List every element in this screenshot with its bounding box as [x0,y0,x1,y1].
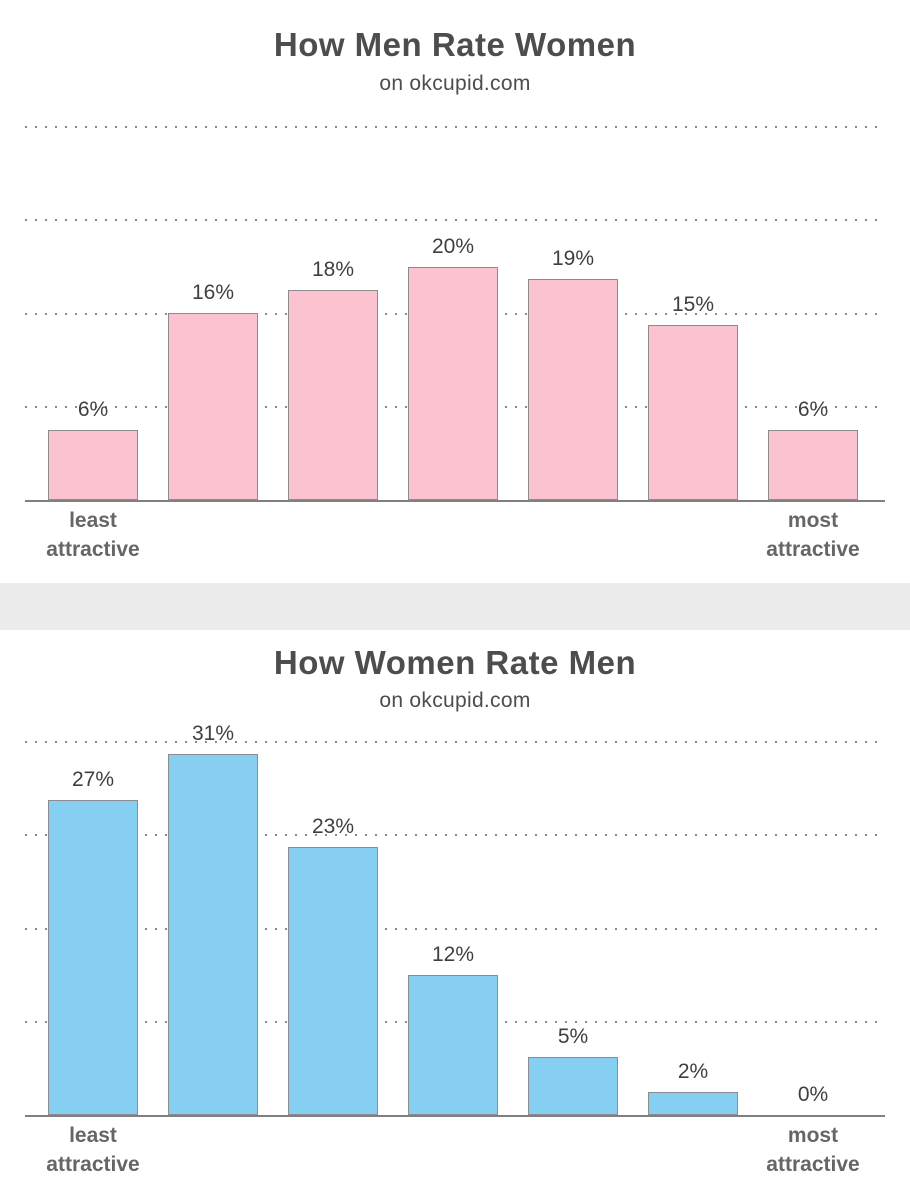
x-axis-label-right: most attractive [766,1124,860,1176]
bar-value-label: 12% [431,943,475,966]
bar-value-label: 0% [797,1083,829,1106]
bar [288,847,378,1115]
bar-value-label: 18% [311,258,355,281]
bar-value-label: 20% [431,235,475,258]
bar [48,430,138,500]
bar-value-label: 23% [311,815,355,838]
bar-value-label: 19% [551,247,595,270]
bar [528,279,618,500]
bar [408,267,498,500]
chart2-subtitle: on okcupid.com [379,689,531,712]
bar-value-label: 6% [797,398,829,421]
gridline [25,741,885,743]
chart1-subtitle: on okcupid.com [379,72,531,95]
chart2-plot-area: 27% 31% 23% 12% 5% 2% 0% least attractive most a… [25,722,885,1176]
bar [168,313,258,500]
bar [408,975,498,1115]
chart1-title: How Men Rate Women [273,26,637,63]
bar [768,430,858,500]
bar-value-label: 15% [671,293,715,316]
bar [168,754,258,1115]
bar-value-label: 27% [71,768,115,791]
bar [288,290,378,500]
gridline [25,219,885,222]
bar-value-label: 5% [557,1025,589,1048]
bar-value-label: 2% [677,1060,709,1083]
bar [528,1057,618,1115]
chart1-plot-area: 6% 16% 18% 20% 19% 15% 6% least attractive most … [25,126,885,561]
bar [648,325,738,500]
bar [48,800,138,1115]
bar-value-label: 16% [191,281,235,304]
section-divider [0,583,910,630]
x-axis-label-left: least attractive [46,1124,140,1176]
bar-value-label: 6% [77,398,109,421]
gridline [25,126,885,128]
x-axis-line [25,1115,885,1117]
x-axis-line [25,500,885,502]
x-axis-label-right: most attractive [766,509,860,561]
bar [648,1092,738,1115]
bar-value-label: 31% [191,722,235,745]
chart2-title: How Women Rate Men [273,644,637,681]
gridline [25,927,885,930]
gridline [25,834,885,837]
x-axis-label-left: least attractive [46,509,140,561]
